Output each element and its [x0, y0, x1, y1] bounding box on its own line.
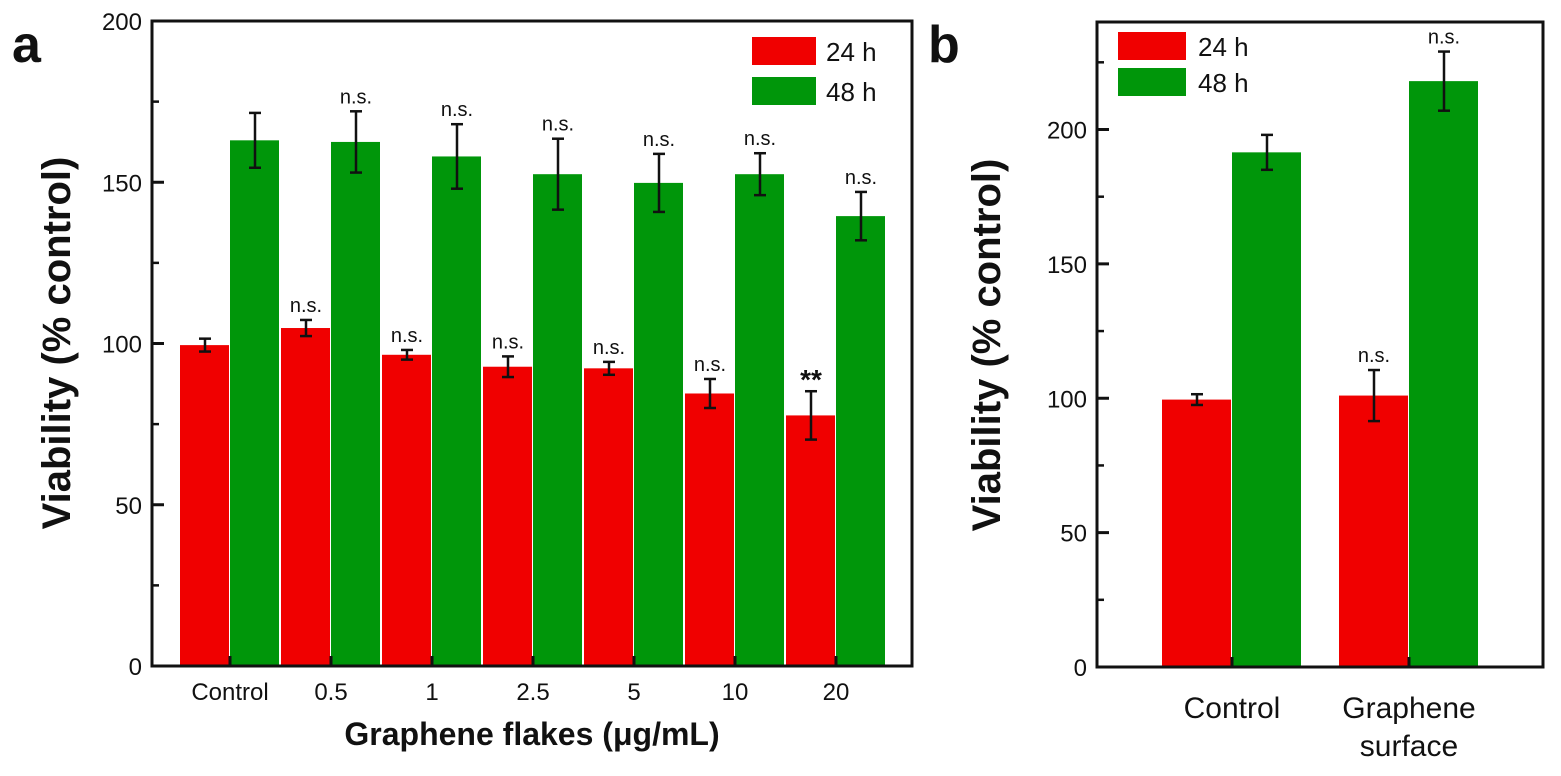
significance-label: n.s. — [694, 354, 726, 376]
legend-label: 24 h — [826, 37, 877, 67]
significance-label: n.s. — [441, 99, 473, 121]
significance-label: n.s. — [845, 167, 877, 189]
error-bar — [300, 318, 312, 338]
panel-label: b — [928, 16, 960, 74]
bar-48h-1 — [432, 156, 481, 666]
significance-label: n.s. — [290, 295, 322, 317]
error-bar — [502, 355, 514, 379]
error-bar — [704, 377, 716, 410]
error-bar — [199, 337, 211, 353]
bar-24h-Control — [1162, 399, 1231, 667]
error-bar — [249, 111, 261, 169]
x-tick-label: 5 — [627, 679, 640, 706]
error-bar — [1368, 368, 1380, 423]
y-axis-title: Viability (% control) — [965, 159, 1009, 532]
x-tick-label-line: Graphene — [1342, 692, 1475, 725]
x-tick-label: Control — [191, 679, 268, 706]
y-tick-label: 150 — [102, 170, 142, 197]
bar-24h-10 — [685, 393, 734, 666]
bar-24h-2.5 — [483, 366, 532, 666]
significance-label: n.s. — [1358, 345, 1390, 367]
panel-label: a — [12, 16, 42, 74]
legend-swatch — [1118, 68, 1186, 96]
significance-label: n.s. — [542, 114, 574, 136]
error-bar — [653, 152, 665, 214]
error-bar — [855, 190, 867, 242]
error-bar — [451, 122, 463, 190]
error-bar — [401, 348, 413, 361]
y-tick-label: 100 — [102, 332, 142, 359]
y-tick-label: 100 — [1047, 386, 1087, 413]
y-axis-title: Viability (% control) — [35, 157, 79, 530]
bar-24h-Graphene-surface — [1339, 395, 1408, 667]
y-tick-label: 50 — [1060, 521, 1087, 548]
plot-frame — [1095, 20, 1545, 669]
x-tick-label: 0.5 — [314, 679, 347, 706]
error-bar — [603, 360, 615, 377]
x-tick-label: 20 — [823, 679, 850, 706]
error-bar — [805, 389, 817, 441]
bar-24h-1 — [382, 354, 431, 666]
panel-b: n.s. n.s. 0 50 100 150 200 Control Graphene surfa… — [928, 16, 1545, 763]
error-bar — [552, 137, 564, 211]
bar-24h-5 — [584, 368, 633, 666]
significance-label: n.s. — [593, 337, 625, 359]
y-tick-label: 200 — [102, 9, 142, 36]
bar-48h-5 — [634, 182, 683, 666]
x-tick-label: 1 — [425, 679, 438, 706]
significance-label: n.s. — [643, 129, 675, 151]
error-bar — [1438, 50, 1450, 112]
bar-48h-2.5 — [533, 174, 582, 666]
bar-48h-Control — [1232, 152, 1301, 667]
error-bar — [1261, 133, 1273, 172]
bar-48h-Graphene-surface — [1409, 81, 1478, 667]
bar-48h-Control — [230, 140, 279, 666]
legend: 24 h 48 h — [1118, 32, 1249, 98]
panel-a: n.s. n.s. n.s. n.s. n.s. ** n.s. n.s. n.s. n.s. n.… — [12, 9, 914, 752]
y-tick-label: 150 — [1047, 252, 1087, 279]
bar-24h-Control — [180, 345, 229, 666]
significance-label: ** — [800, 364, 822, 395]
bar-24h-0.5 — [281, 328, 330, 666]
y-tick-label: 0 — [129, 654, 142, 681]
error-bar — [1191, 392, 1203, 407]
significance-label: n.s. — [391, 325, 423, 347]
bar-48h-0.5 — [331, 141, 380, 666]
y-tick-label: 0 — [1074, 655, 1087, 682]
x-tick-label: 2.5 — [516, 679, 549, 706]
significance-label: n.s. — [340, 86, 372, 108]
legend-swatch — [1118, 32, 1186, 60]
error-bar — [350, 110, 362, 174]
significance-label: n.s. — [744, 128, 776, 150]
legend-label: 48 h — [1198, 68, 1249, 98]
y-tick-label: 200 — [1047, 118, 1087, 145]
legend-label: 24 h — [1198, 32, 1249, 62]
x-tick-label: Graphene surface — [1342, 692, 1475, 763]
significance-label: n.s. — [1428, 27, 1460, 49]
x-tick-label-line: surface — [1360, 730, 1458, 763]
bar-24h-20 — [786, 415, 835, 666]
y-tick-label: 50 — [115, 493, 142, 520]
error-bar — [754, 151, 766, 197]
legend-label: 48 h — [826, 77, 877, 107]
bar-48h-20 — [836, 216, 885, 667]
x-tick-label: Control — [1184, 692, 1281, 725]
bar-48h-10 — [735, 174, 784, 666]
x-tick-label: 10 — [722, 679, 749, 706]
legend-swatch — [752, 77, 816, 105]
legend: 24 h 48 h — [752, 37, 877, 107]
legend-swatch — [752, 37, 816, 65]
significance-label: n.s. — [492, 331, 524, 353]
x-axis-title: Graphene flakes (μg/mL) — [344, 716, 719, 752]
